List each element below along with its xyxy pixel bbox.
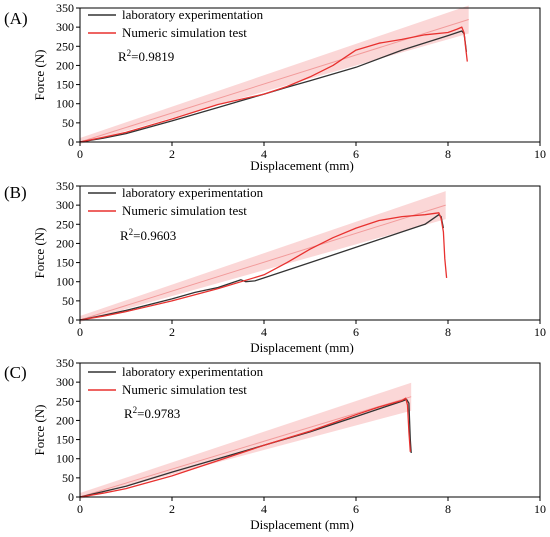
y-tick-label: 150 bbox=[56, 256, 74, 270]
series-line-simulation bbox=[79, 212, 448, 321]
r-squared-value: =0.9819 bbox=[131, 49, 174, 64]
panel-a: 0 2 4 6 8 10050100150200250300350Displacement… bbox=[4, 1, 546, 173]
y-tick-label: 350 bbox=[56, 1, 74, 15]
r-squared-annotation: R2=0.9783 bbox=[124, 405, 180, 421]
plot-frame bbox=[79, 362, 541, 498]
y-tick-label: 150 bbox=[56, 433, 74, 447]
series-line-laboratory bbox=[79, 30, 468, 143]
series-line-simulation bbox=[79, 26, 468, 143]
y-tick-label: 0 bbox=[68, 135, 74, 149]
x-tick-label: 4 bbox=[261, 147, 267, 161]
y-axis-title: Force (N) bbox=[32, 228, 47, 279]
r-squared-symbol: R bbox=[120, 228, 129, 243]
legend-entry: Numeric simulation test bbox=[122, 382, 247, 397]
fit-line bbox=[79, 19, 469, 143]
x-tick-label: 4 bbox=[261, 502, 267, 516]
y-tick-label: 250 bbox=[56, 217, 74, 231]
x-tick-label: 6 bbox=[353, 147, 359, 161]
x-axis-title: Displacement (mm) bbox=[250, 158, 354, 173]
panel-label: (C) bbox=[4, 363, 27, 382]
y-tick-label: 300 bbox=[56, 198, 74, 212]
x-tick-label: 0 bbox=[77, 147, 83, 161]
x-tick-label: 4 bbox=[261, 325, 267, 339]
y-tick-label: 300 bbox=[56, 375, 74, 389]
x-tick-label: 10 bbox=[534, 325, 546, 339]
y-tick-label: 100 bbox=[56, 97, 74, 111]
fit-line bbox=[79, 396, 412, 498]
legend-entry: Numeric simulation test bbox=[122, 25, 247, 40]
x-axis-title: Displacement (mm) bbox=[250, 340, 354, 355]
y-tick-label: 250 bbox=[56, 39, 74, 53]
plot-frame bbox=[79, 185, 541, 321]
y-tick-label: 200 bbox=[56, 413, 74, 427]
y-tick-label: 350 bbox=[56, 179, 74, 193]
r-squared-symbol: R bbox=[118, 49, 127, 64]
legend-entry: Numeric simulation test bbox=[122, 203, 247, 218]
x-tick-label: 6 bbox=[353, 325, 359, 339]
r-squared-value: =0.9603 bbox=[133, 228, 176, 243]
x-tick-label: 2 bbox=[169, 147, 175, 161]
y-tick-label: 50 bbox=[62, 471, 74, 485]
y-tick-label: 300 bbox=[56, 20, 74, 34]
series-line-laboratory bbox=[79, 214, 445, 321]
plot-frame bbox=[79, 7, 541, 143]
r-squared-symbol: R bbox=[124, 406, 133, 421]
r-squared-superscript: 2 bbox=[133, 405, 138, 415]
legend-entry: laboratory experimentation bbox=[122, 185, 264, 200]
x-tick-label: 0 bbox=[77, 325, 83, 339]
x-axis-title: Displacement (mm) bbox=[250, 517, 354, 532]
y-tick-label: 100 bbox=[56, 275, 74, 289]
x-tick-label: 2 bbox=[169, 325, 175, 339]
y-tick-label: 0 bbox=[68, 313, 74, 327]
r-squared-value: =0.9783 bbox=[137, 406, 180, 421]
y-tick-label: 100 bbox=[56, 452, 74, 466]
x-tick-label: 10 bbox=[534, 147, 546, 161]
y-tick-label: 250 bbox=[56, 394, 74, 408]
fit-confidence-band bbox=[80, 191, 446, 322]
y-tick-label: 50 bbox=[62, 116, 74, 130]
fit-confidence-band bbox=[80, 5, 469, 144]
panel-c: 0 2 4 6 8 10050100150200250300350Displacement… bbox=[4, 356, 546, 532]
y-tick-label: 150 bbox=[56, 78, 74, 92]
y-tick-label: 350 bbox=[56, 356, 74, 370]
r-squared-superscript: 2 bbox=[127, 48, 132, 58]
fit-confidence-band bbox=[80, 382, 412, 499]
panel-label: (B) bbox=[4, 183, 27, 202]
panel-b: 0 2 4 6 8 10050100150200250300350Displacement… bbox=[4, 179, 546, 355]
legend-entry: laboratory experimentation bbox=[122, 7, 264, 22]
r-squared-annotation: R2=0.9603 bbox=[120, 227, 176, 243]
x-tick-label: 8 bbox=[445, 325, 451, 339]
x-tick-label: 0 bbox=[77, 502, 83, 516]
x-tick-label: 6 bbox=[353, 502, 359, 516]
fit-line bbox=[79, 204, 446, 321]
panel-label: (A) bbox=[4, 9, 28, 28]
y-axis-title: Force (N) bbox=[32, 405, 47, 456]
x-tick-label: 8 bbox=[445, 147, 451, 161]
y-tick-label: 50 bbox=[62, 294, 74, 308]
y-tick-label: 0 bbox=[68, 490, 74, 504]
y-tick-label: 200 bbox=[56, 236, 74, 250]
series-line-laboratory bbox=[79, 398, 412, 498]
y-tick-label: 200 bbox=[56, 58, 74, 72]
r-squared-annotation: R2=0.9819 bbox=[118, 48, 174, 64]
x-tick-label: 8 bbox=[445, 502, 451, 516]
legend-entry: laboratory experimentation bbox=[122, 364, 264, 379]
series-line-simulation bbox=[79, 397, 411, 498]
x-tick-label: 2 bbox=[169, 502, 175, 516]
x-tick-label: 10 bbox=[534, 502, 546, 516]
r-squared-superscript: 2 bbox=[129, 227, 134, 237]
y-axis-title: Force (N) bbox=[32, 50, 47, 101]
